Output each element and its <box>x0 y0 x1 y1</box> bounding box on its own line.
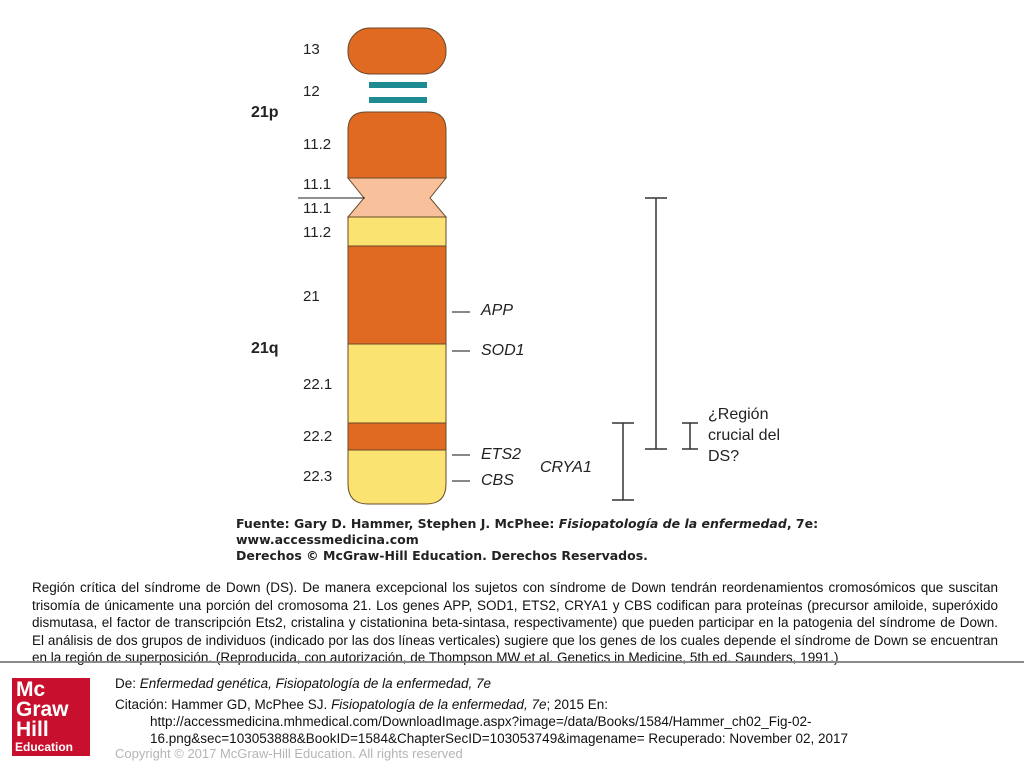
arm-label-p: 21p <box>251 104 279 121</box>
logo-line-2: Graw <box>16 698 69 721</box>
critical-region-label-line3: DS? <box>708 448 740 465</box>
footer-citation-title: Fisiopatología de la enfermedad, 7e <box>331 697 547 712</box>
logo-line-4: Education <box>15 740 74 754</box>
band-label-q21: 21 <box>303 288 320 305</box>
gene-label-cbs: CBS <box>481 472 514 489</box>
region-overlap-bar <box>682 422 698 450</box>
band-q21-shape <box>347 245 447 345</box>
band-label-p11-1: 11.1 <box>303 176 332 193</box>
footer-citation-prefix: Citación: Hammer GD, McPhee SJ. <box>115 697 332 712</box>
footer-url-line-1[interactable]: http://accessmedicina.mhmedical.com/Down… <box>150 714 812 729</box>
source-prefix: Fuente: Gary D. Hammer, Stephen J. McPhe… <box>236 516 559 531</box>
footer-citation-suffix: ; 2015 En: <box>546 697 609 712</box>
band-13-shape <box>347 27 447 75</box>
band-label-q11-2: 11.2 <box>303 224 332 241</box>
arm-label-q: 21q <box>251 340 279 357</box>
band-p11-2-shape <box>347 111 447 179</box>
gene-label-crya1: CRYA1 <box>540 459 592 476</box>
band-label-12: 12 <box>303 83 320 100</box>
footer-url-line-2[interactable]: 16.png&sec=103053888&BookID=1584&Chapter… <box>150 731 849 746</box>
footer-divider <box>0 661 1024 663</box>
logo-line-3: Hill <box>16 718 49 741</box>
band-label-q22-1: 22.1 <box>303 376 333 393</box>
mcgraw-hill-logo: Mc Graw Hill Education <box>12 678 90 756</box>
source-line-1: Fuente: Gary D. Hammer, Stephen J. McPhe… <box>236 516 818 532</box>
chromosome-21-figure: 13 12 21p 11.2 11.1 11.1 11.2 21 21q 22.… <box>236 27 818 564</box>
region-bar-long <box>645 197 667 450</box>
band-q22-2-shape <box>347 422 447 451</box>
logo-line-1: Mc <box>16 678 46 701</box>
figure-caption: Región crítica del síndrome de Down (DS)… <box>32 580 998 665</box>
critical-region-label-line1: ¿Región <box>708 406 769 423</box>
footer-from-title: Enfermedad genética, Fisiopatología de l… <box>139 676 491 691</box>
source-line-3: Derechos © McGraw-Hill Education. Derech… <box>236 548 648 563</box>
critical-region-label: ¿Región crucial del DS? <box>708 404 780 467</box>
band-12-stalk-upper <box>369 82 427 88</box>
footer-copyright: Copyright © 2017 McGraw-Hill Education. … <box>115 746 463 761</box>
gene-label-sod1: SOD1 <box>481 342 525 359</box>
band-label-13: 13 <box>303 41 320 58</box>
source-suffix: , 7e: <box>786 516 819 531</box>
chromosome-diagram <box>298 27 698 505</box>
band-q22-1-shape <box>347 343 447 424</box>
figure-source: Fuente: Gary D. Hammer, Stephen J. McPhe… <box>236 516 818 564</box>
gene-label-app: APP <box>481 302 514 319</box>
band-label-q11-1: 11.1 <box>303 200 332 217</box>
band-12-stalk-lower <box>369 97 427 103</box>
footer-from-prefix: De: <box>115 676 140 691</box>
source-title: Fisiopatología de la enfermedad <box>558 516 787 531</box>
footer-citation: Citación: Hammer GD, McPhee SJ. Fisiopat… <box>115 697 608 712</box>
region-bar-short <box>612 422 634 501</box>
band-label-q22-3: 22.3 <box>303 468 333 485</box>
footer-from: De: Enfermedad genética, Fisiopatología … <box>115 676 491 691</box>
band-label-q22-2: 22.2 <box>303 428 333 445</box>
band-label-p11-2: 11.2 <box>303 136 332 153</box>
band-q11-2-shape <box>347 216 447 247</box>
critical-region-label-line2: crucial del <box>708 427 781 444</box>
band-q22-3-shape <box>347 449 447 505</box>
source-line-2: www.accessmedicina.com <box>236 532 419 547</box>
gene-label-ets2: ETS2 <box>481 446 522 463</box>
